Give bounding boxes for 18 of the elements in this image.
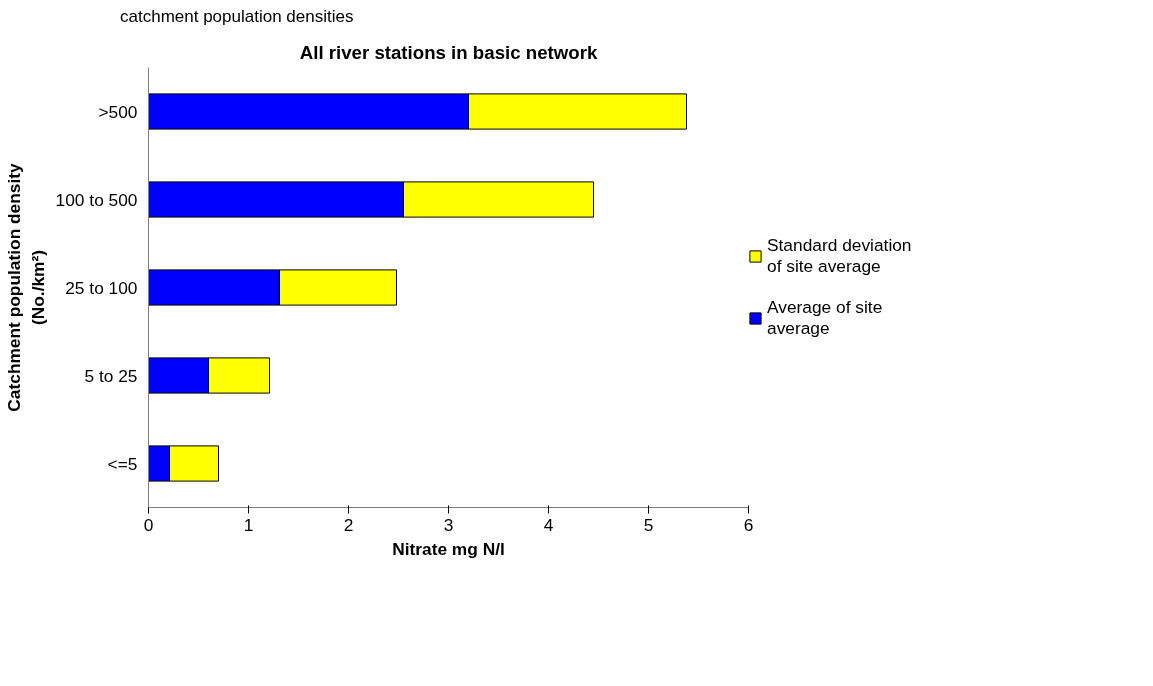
- x-tick-label: 0: [143, 514, 154, 535]
- x-tick-label: 4: [543, 514, 554, 535]
- y-axis-title: Catchment population density (No./km²): [3, 163, 48, 412]
- y-tick-label: 25 to 100: [65, 277, 138, 298]
- x-axis-title: Nitrate mg N/l: [392, 538, 505, 559]
- x-tick-label: 5: [643, 514, 654, 535]
- text: catchment population densities: [120, 6, 354, 28]
- chart-title: All river stations in basic network: [299, 41, 598, 63]
- y-tick-label: 5 to 25: [84, 365, 138, 386]
- legend-label: Standard deviation of site average: [767, 235, 912, 278]
- y-tick-label: >500: [98, 101, 138, 122]
- y-tick-label: <=5: [107, 453, 138, 474]
- y-tick-label: 100 to 500: [55, 189, 138, 210]
- x-tick-label: 1: [243, 514, 254, 535]
- x-tick-label: 2: [343, 514, 354, 535]
- x-tick-label: 6: [743, 514, 754, 535]
- legend-label: Average of site average: [767, 297, 883, 340]
- x-tick-label: 3: [443, 514, 454, 535]
